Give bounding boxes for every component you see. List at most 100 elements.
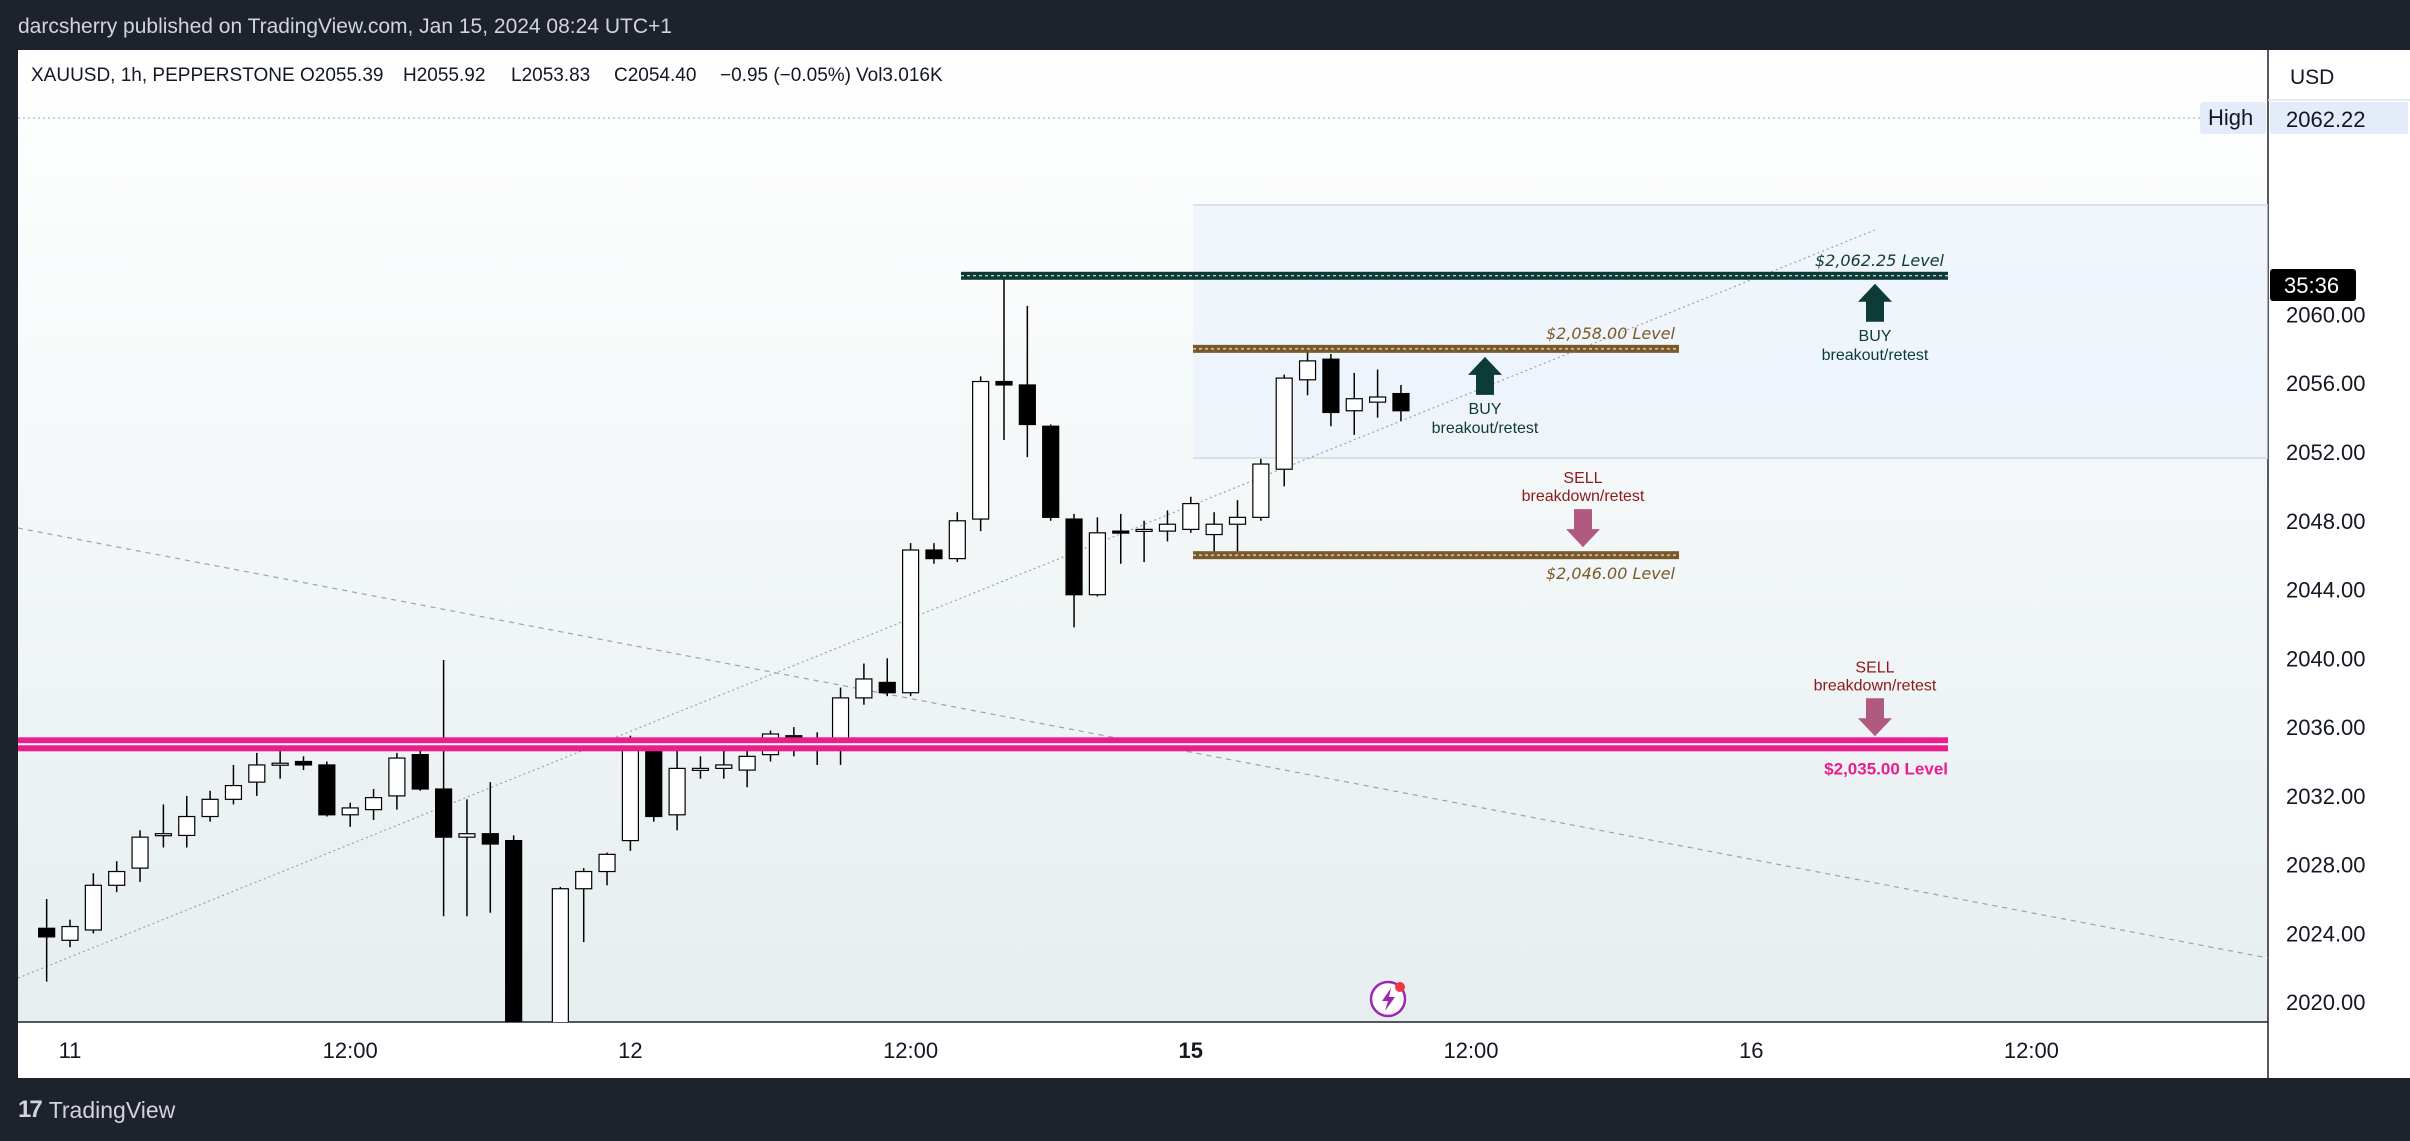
high-label-bg xyxy=(2200,102,2266,134)
candle-body xyxy=(1088,532,1107,596)
tradingview-logo[interactable]: 17 TradingView xyxy=(18,1096,175,1124)
candle-body xyxy=(38,927,56,938)
candle-body xyxy=(178,815,196,837)
y-tick-label: 2020.00 xyxy=(2286,990,2366,1015)
candle-body xyxy=(738,755,756,771)
level-label: $2,046.00 Level xyxy=(1546,564,1676,583)
x-tick-label: 15 xyxy=(1179,1038,1203,1063)
y-tick-label: 2028.00 xyxy=(2286,853,2366,878)
x-tick-label: 16 xyxy=(1739,1038,1763,1063)
brand-text: TradingView xyxy=(48,1096,176,1123)
candle-body xyxy=(1275,377,1293,470)
candle-body xyxy=(505,839,523,1022)
annotation-subtitle: breakout/retest xyxy=(1822,347,1929,364)
candle-body xyxy=(621,738,640,842)
candle-body xyxy=(411,754,429,790)
publisher-text: darcsherry published on TradingView.com,… xyxy=(18,15,672,38)
candle-body xyxy=(1182,502,1200,530)
y-tick-label: 2044.00 xyxy=(2286,578,2366,603)
annotation-subtitle: breakout/retest xyxy=(1432,420,1539,437)
x-tick-label: 12 xyxy=(618,1038,642,1063)
candle-body xyxy=(271,762,289,766)
y-ticks-group: 2020.00 2024.00 2028.00 2032.00 2036.00 2040.… xyxy=(2286,302,2366,1015)
y-tick-label: 2048.00 xyxy=(2286,509,2366,534)
buy-arrow-icon xyxy=(1858,283,1892,322)
descending-trend-line xyxy=(18,527,2269,959)
annotation-title: SELL xyxy=(1855,659,1894,676)
candle-body xyxy=(598,853,616,873)
candle-body xyxy=(925,549,943,560)
candle-body xyxy=(691,767,710,771)
buy-arrow-icon xyxy=(1468,356,1502,395)
price-scale[interactable] xyxy=(2268,50,2410,1078)
footer: 17 TradingView xyxy=(0,1078,2410,1141)
legend-high: H2055.92 xyxy=(403,65,485,86)
candle-body xyxy=(948,520,966,560)
candle-body xyxy=(575,870,593,890)
candle-body xyxy=(154,833,172,837)
candle-body xyxy=(995,380,1013,386)
y-tick-label: 2040.00 xyxy=(2286,646,2366,671)
candle-body xyxy=(108,870,126,886)
currency-label[interactable]: USD xyxy=(2290,66,2334,89)
level-label: $2,062.25 Level xyxy=(1815,251,1945,270)
x-tick-label: 12:00 xyxy=(323,1038,378,1063)
candle-body xyxy=(1368,396,1387,403)
countdown-badge xyxy=(2270,269,2356,301)
candle-body xyxy=(1205,523,1223,536)
candle-body xyxy=(1135,528,1153,532)
level-label: $2,035.00 Level xyxy=(1824,759,1948,778)
annotations-group: BUY breakout/retest BUY breakout/retest SELL… xyxy=(1432,283,1937,737)
y-tick-label: 2032.00 xyxy=(2286,784,2366,809)
tradingview-mark-icon: 17 xyxy=(18,1096,43,1123)
candle-body xyxy=(1252,463,1270,518)
ascending-trend-line xyxy=(18,229,1876,979)
candle-body xyxy=(388,757,406,797)
time-scale[interactable] xyxy=(18,1022,2268,1078)
y-tick-label: 2060.00 xyxy=(2286,302,2366,327)
candle-body xyxy=(294,760,313,766)
y-tick-label: 2036.00 xyxy=(2286,715,2366,740)
candle-body xyxy=(341,807,359,816)
sell-arrow-icon xyxy=(1566,509,1600,548)
candle-body xyxy=(901,549,920,694)
candle-body xyxy=(1322,358,1340,414)
candle-body xyxy=(645,741,663,818)
sell-arrow-icon xyxy=(1858,698,1892,737)
candle-body xyxy=(972,380,990,520)
high-label: High xyxy=(2208,105,2253,130)
x-tick-label: 11 xyxy=(59,1038,82,1063)
candle-body xyxy=(715,764,733,769)
candle-body xyxy=(481,833,499,845)
candle-body xyxy=(435,788,453,838)
y-tick-label: 2056.00 xyxy=(2286,371,2366,396)
legend-change: −0.95 (−0.05%) xyxy=(720,65,851,86)
candle-body xyxy=(1158,523,1177,532)
legend-volume: Vol3.016K xyxy=(856,65,943,86)
candle-body xyxy=(458,833,476,838)
candle-body xyxy=(551,888,569,1022)
annotation-title: BUY xyxy=(1859,328,1892,345)
candle-body xyxy=(878,681,896,694)
candle-body xyxy=(84,884,102,931)
levels-group: $2,062.25 Level $2,058.00 Level $2,046.00 … xyxy=(18,251,1948,778)
candle-body xyxy=(61,925,79,941)
candle-body xyxy=(1228,516,1247,525)
price-chart[interactable]: $2,062.25 Level $2,058.00 Level $2,046.00 … xyxy=(18,50,2410,1078)
candle-body xyxy=(1018,384,1036,426)
candle-body xyxy=(1042,425,1060,518)
legend-close: C2054.40 xyxy=(614,65,696,86)
candle-body xyxy=(831,697,850,740)
high-value-bg xyxy=(2270,102,2408,134)
candle-body xyxy=(1298,360,1317,381)
annotation-title: BUY xyxy=(1469,401,1502,418)
candle-body xyxy=(224,784,243,800)
x-tick-label: 12:00 xyxy=(883,1038,938,1063)
range-box xyxy=(1193,205,2268,458)
chart-frame[interactable]: $2,062.25 Level $2,058.00 Level $2,046.00 … xyxy=(18,50,2410,1078)
candle-body xyxy=(855,678,873,699)
bolt-icon[interactable] xyxy=(1369,980,1407,1018)
annotation-title: SELL xyxy=(1563,470,1602,487)
plot-area[interactable] xyxy=(18,50,2268,1022)
